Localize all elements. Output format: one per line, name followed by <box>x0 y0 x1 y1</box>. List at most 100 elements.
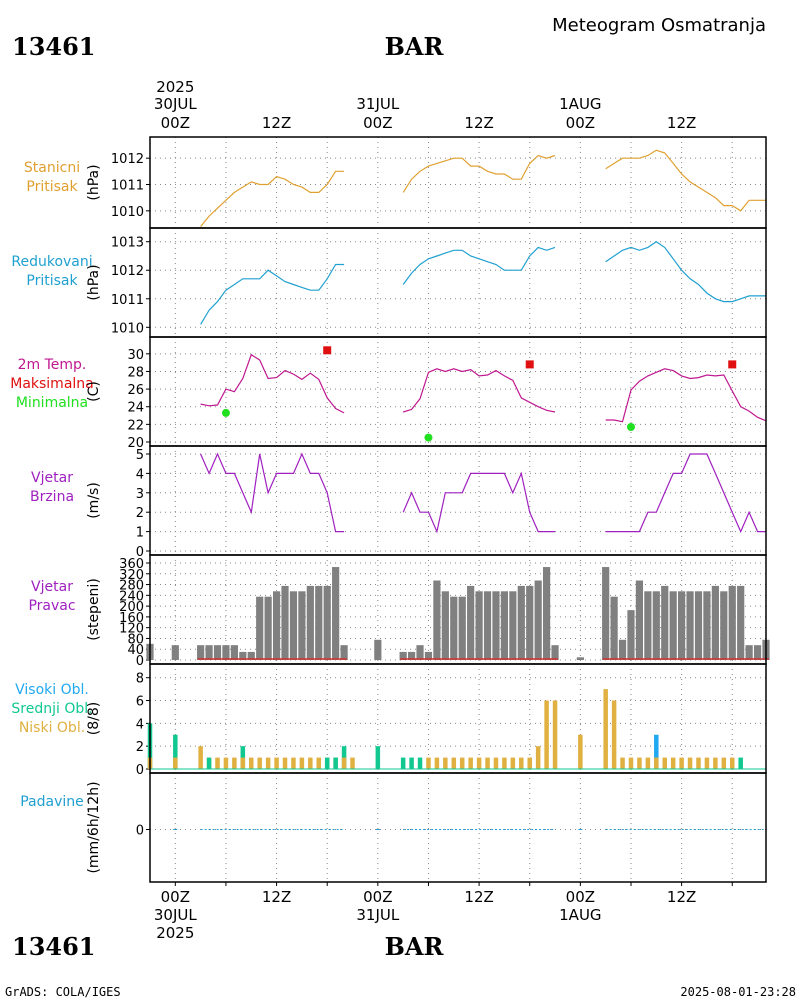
station_pressure-series-line <box>402 154 556 193</box>
y-tick-label: 1 <box>136 526 144 541</box>
bottom-time-axis: 00Z 12Z 00Z 12Z 00Z 12Z 30JUL 31JUL 1AUG 2025 <box>154 888 696 942</box>
cloud-bar-mid <box>417 757 423 769</box>
cloud-bar-low <box>173 757 178 769</box>
panel-label-line: Pritisak <box>26 273 78 289</box>
panel-label-line: Stanicni <box>24 160 80 176</box>
wind_speed-series-line <box>605 453 766 534</box>
top-hour-label: 12Z <box>262 114 291 132</box>
max-temp-marker <box>323 346 332 355</box>
panel-label-line: 2m Temp. <box>18 357 87 373</box>
wind-direction-bar <box>230 645 238 660</box>
wind-direction-bar <box>492 591 500 660</box>
wind-direction-bar <box>509 591 517 660</box>
cloud-bar-low <box>645 757 651 769</box>
y-tick-label: 1013 <box>111 236 144 251</box>
cloud-bar-low <box>502 757 507 769</box>
bottom-year-label: 2025 <box>156 924 194 942</box>
panel-label-line: Pravac <box>28 598 75 614</box>
panel-unit-label: (8/8) <box>86 702 102 735</box>
wind-direction-bar <box>644 591 652 660</box>
wind_speed-series-line <box>200 452 345 533</box>
cloud-bar-low <box>282 757 288 769</box>
wind-direction-bar <box>694 591 703 660</box>
cloud-bar-low <box>350 757 355 769</box>
cloud-bar-low <box>291 757 296 769</box>
panel-wind_speed: Vjetar Brzina (m/s) 0 1 2 3 4 5 <box>30 445 767 560</box>
cloud-bar-low <box>552 700 558 769</box>
wind-direction-bar <box>416 645 424 660</box>
wind-direction-bar <box>728 585 736 660</box>
panel-frame <box>149 445 767 556</box>
reduced_pressure-series-line <box>200 263 345 325</box>
panel-unit-label: (C) <box>86 381 102 402</box>
wind-direction-bar <box>433 580 441 660</box>
cloud-bar-low <box>544 700 549 769</box>
panel-label-line: Maksimalna <box>10 376 94 392</box>
y-tick-label: 80 <box>127 632 144 647</box>
wind-direction-bar <box>475 591 483 660</box>
y-tick-label: 5 <box>136 448 144 463</box>
cloud-bar-low <box>519 757 524 769</box>
y-tick-label: 0 <box>136 763 144 778</box>
cloud-bar-mid <box>738 757 743 769</box>
wind-direction-bar <box>753 645 762 660</box>
cloud-bar-low <box>628 757 634 769</box>
cloud-bar-low <box>578 734 583 769</box>
wind-direction-bar <box>703 591 711 660</box>
credit-text: GrADS: COLA/IGES <box>5 985 121 999</box>
min-temp-marker <box>626 423 635 432</box>
y-tick-label: 40 <box>127 643 144 658</box>
y-tick-label: 0 <box>136 824 144 839</box>
cloud-bar-low <box>721 757 727 769</box>
station_pressure-series-line <box>200 170 345 227</box>
bottom-hour-label: 12Z <box>667 888 696 906</box>
y-tick-label: 320 <box>119 568 144 583</box>
wind-direction-bar <box>618 639 627 660</box>
wind-direction-bar <box>222 645 230 660</box>
wind-direction-bar <box>213 645 222 660</box>
cloud-bar-low <box>198 746 203 769</box>
wind-direction-bar <box>171 645 179 660</box>
panel-label-line: Niski Obl. <box>19 720 85 736</box>
y-tick-label: 22 <box>127 418 144 433</box>
cloud-bar-low <box>434 757 440 769</box>
cloud-bar-low <box>510 757 516 769</box>
cloud-bar-low <box>611 700 617 769</box>
min-temp-marker <box>221 408 230 417</box>
y-tick-label: 24 <box>127 401 144 416</box>
cloud-bar-mid <box>409 757 414 769</box>
wind-direction-bar <box>635 580 644 660</box>
y-tick-label: 30 <box>127 348 144 363</box>
cloud-bar-low <box>654 757 659 769</box>
y-tick-label: 6 <box>136 695 144 710</box>
panel-label-line: Visoki Obl. <box>15 682 89 698</box>
wind-direction-bar <box>610 596 618 660</box>
station-id-top: 13461 <box>12 32 96 61</box>
wind-direction-bar <box>711 585 719 660</box>
wind-direction-bar <box>239 651 247 660</box>
y-tick-label: 1011 <box>111 293 144 308</box>
wind-direction-bar <box>669 591 677 660</box>
panel-label-line: Brzina <box>30 489 74 505</box>
wind-direction-bar <box>205 645 213 660</box>
panel-label-line: Vjetar <box>31 579 73 595</box>
wind-direction-bar <box>543 567 551 660</box>
wind-direction-bar <box>298 591 306 660</box>
y-tick-label: 1012 <box>111 264 144 279</box>
wind-direction-bar <box>720 591 728 660</box>
panel-wind_direction: Vjetar Pravac (stepeni) 0408012016020024028… <box>28 554 770 669</box>
bottom-hour-label: 00Z <box>566 888 595 906</box>
cloud-bar-low <box>215 757 220 769</box>
cloud-bar-low <box>704 757 710 769</box>
y-tick-label: 200 <box>119 600 144 615</box>
bottom-day-label: 1AUG <box>559 906 601 924</box>
wind-direction-bar <box>602 567 610 660</box>
wind-direction-bar <box>526 585 534 660</box>
y-tick-label: 240 <box>119 589 144 604</box>
wind-direction-bar <box>576 657 584 660</box>
cloud-bar-low <box>476 757 482 769</box>
cloud-bar-low <box>459 757 465 769</box>
wind-direction-bar <box>374 639 382 660</box>
cloud-bar-mid <box>333 757 338 769</box>
panel-label-line: Vjetar <box>31 470 73 486</box>
